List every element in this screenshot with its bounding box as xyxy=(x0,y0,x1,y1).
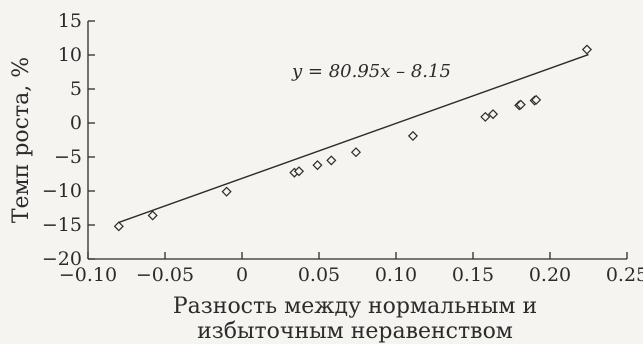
x-ticks: −0.10 −0.05 0 0.05 0.10 0.15 0.20 0.25 xyxy=(59,252,643,286)
x-axis-label-line-1: Разность между нормальным и xyxy=(173,294,537,319)
x-tick-label: 0.25 xyxy=(606,264,643,286)
data-point xyxy=(113,221,124,232)
x-tick-label: 0.15 xyxy=(452,264,494,286)
x-tick-label: 0 xyxy=(236,264,248,286)
data-point xyxy=(515,99,526,110)
y-ticks: −20 −15 −10 −5 0 5 10 15 xyxy=(42,10,95,270)
data-points xyxy=(113,44,593,232)
trend-line xyxy=(118,53,589,224)
y-tick-label: −10 xyxy=(42,180,82,202)
y-tick-label: −20 xyxy=(42,248,82,270)
data-point xyxy=(293,166,305,177)
y-axis-label: Темп роста, % xyxy=(9,57,34,223)
x-axis-label-line-2: избыточным неравенством xyxy=(197,319,513,344)
x-tick-label: 0.20 xyxy=(529,264,571,286)
data-point xyxy=(221,186,232,197)
y-tick-label: 15 xyxy=(58,10,82,32)
data-point xyxy=(326,155,337,166)
x-tick-label: 0.05 xyxy=(298,264,340,286)
x-tick-label: −0.05 xyxy=(136,264,194,286)
data-point xyxy=(581,44,593,55)
data-point xyxy=(312,160,323,171)
data-point xyxy=(531,94,542,105)
y-tick-label: 0 xyxy=(70,112,82,134)
y-tick-label: 5 xyxy=(70,78,82,100)
x-tick-label: −0.10 xyxy=(59,264,117,286)
data-point xyxy=(487,109,499,120)
data-point xyxy=(147,210,158,221)
trendline-equation: y = 80.95x – 8.15 xyxy=(291,61,451,82)
data-point xyxy=(407,130,418,141)
y-tick-label: 10 xyxy=(58,44,82,66)
x-tick-label: 0.10 xyxy=(375,264,417,286)
data-point xyxy=(350,147,362,158)
data-point xyxy=(480,111,491,122)
y-tick-label: −5 xyxy=(54,146,82,168)
axes xyxy=(87,21,627,260)
y-tick-label: −15 xyxy=(42,214,82,236)
